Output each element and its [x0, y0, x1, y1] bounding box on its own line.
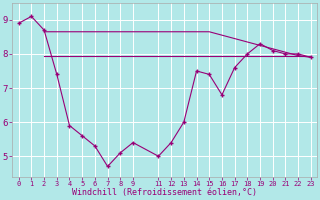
- X-axis label: Windchill (Refroidissement éolien,°C): Windchill (Refroidissement éolien,°C): [72, 188, 257, 197]
